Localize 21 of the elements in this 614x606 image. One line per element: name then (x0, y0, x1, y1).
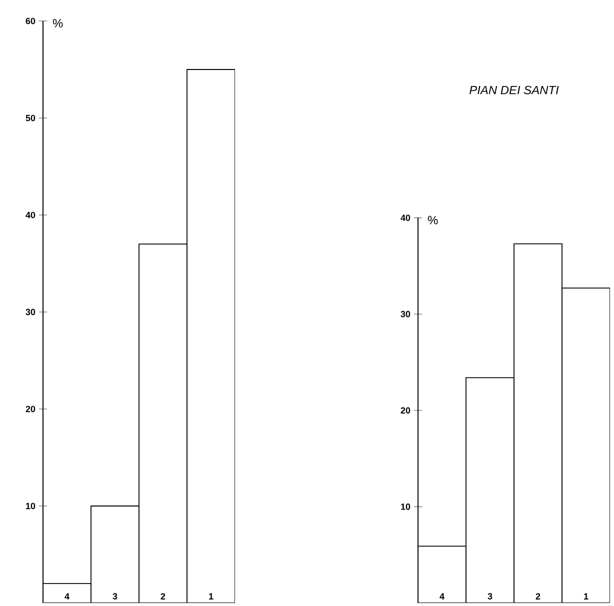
y-tick-label: 60 (26, 18, 36, 24)
x-tick-label: 4 (64, 593, 70, 600)
x-tick-label: 3 (112, 593, 118, 600)
y-tick-label: 10 (401, 504, 410, 510)
y-axis-title: % (428, 216, 438, 224)
y-axis-title: % (52, 19, 63, 28)
x-tick-label: 2 (160, 593, 166, 600)
x-tick-label: 4 (440, 593, 444, 600)
x-tick-label: 3 (488, 593, 492, 600)
y-tick-label: 10 (26, 502, 36, 510)
chart-title: PIAN DEI SANTI (470, 86, 559, 94)
x-tick-label: 1 (584, 593, 588, 600)
y-tick-label: 30 (400, 310, 410, 318)
y-tick-label: 20 (400, 407, 410, 414)
y-tick-label: 20 (26, 406, 36, 412)
y-tick-label: 30 (26, 308, 36, 316)
x-tick-label: 2 (536, 593, 540, 600)
x-tick-label: 1 (209, 593, 214, 600)
y-tick-label: 40 (26, 212, 36, 218)
y-tick-label: 50 (26, 114, 36, 122)
y-tick-label: 40 (400, 214, 410, 221)
